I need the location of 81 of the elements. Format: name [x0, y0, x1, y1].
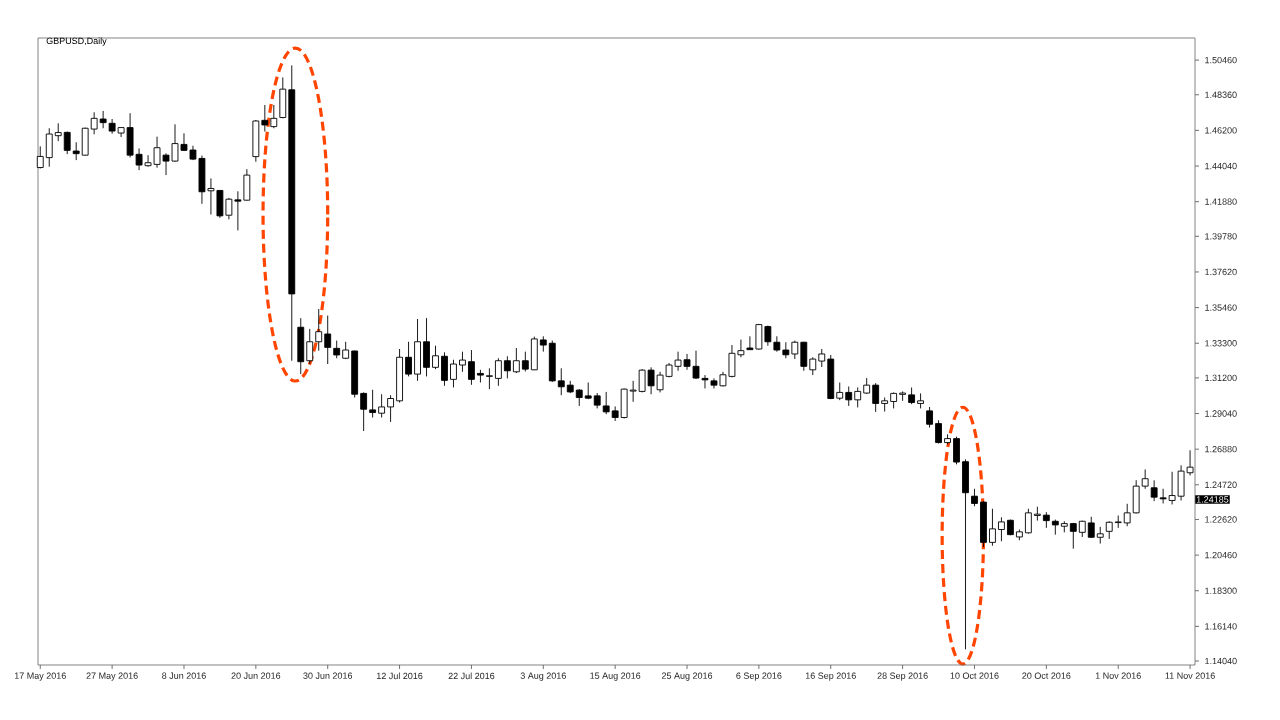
- x-tick-label: 15 Aug 2016: [590, 672, 641, 681]
- y-tick-label: 1.16140: [1205, 623, 1237, 630]
- x-tick-label: 10 Oct 2016: [950, 672, 999, 679]
- x-tick-label: 17 May 2016: [14, 672, 66, 681]
- y-tick-label: 1.44040: [1205, 162, 1237, 170]
- y-tick-label: 1.50460: [1205, 56, 1237, 64]
- candlestick: [512, 347, 520, 374]
- x-tick-label: 11 Nov 2016: [1165, 672, 1215, 679]
- x-tick-label: 20 Oct 2016: [1022, 672, 1071, 679]
- x-tick-label: 25 Aug 2016: [661, 672, 713, 681]
- x-tick-label: 22 Jul 2016: [448, 672, 495, 680]
- candlestick: [99, 110, 107, 129]
- candlestick: [1150, 479, 1158, 502]
- y-tick-label: 1.14040: [1205, 657, 1237, 665]
- candlestick: [503, 355, 511, 379]
- candlestick: [494, 357, 502, 387]
- x-tick-label: 20 Jun 2016: [231, 672, 281, 679]
- candlestick: [1024, 508, 1032, 535]
- candlestick: [872, 382, 880, 413]
- candlestick: [306, 328, 314, 365]
- x-tick-label: 3 Aug 2016: [520, 672, 566, 681]
- x-tick-label: 28 Sep 2016: [877, 672, 928, 681]
- candlestick: [432, 345, 439, 370]
- candlestick: [315, 308, 323, 352]
- candlestick: [90, 111, 98, 135]
- y-tick-label: 1.48360: [1205, 91, 1237, 98]
- candlestick: [485, 367, 493, 390]
- candlestick: [953, 436, 960, 465]
- y-tick-label: 1.20460: [1205, 551, 1237, 559]
- y-tick-label: 1.31200: [1205, 374, 1237, 382]
- candlestick: [602, 391, 610, 415]
- y-tick-label: 1.29040: [1205, 410, 1237, 417]
- candlestick: [378, 393, 386, 418]
- x-tick-label: 16 Sep 2016: [805, 672, 856, 681]
- candlestick: [387, 394, 395, 423]
- candlestick: [369, 389, 377, 418]
- candlestick: [324, 315, 332, 365]
- candlestick: [477, 369, 484, 383]
- y-tick-label: 1.37620: [1205, 268, 1237, 276]
- y-tick-label: 1.39780: [1205, 233, 1237, 240]
- candlestick: [1033, 506, 1041, 522]
- candlestick: [459, 351, 466, 373]
- y-tick-label: 1.26880: [1205, 445, 1237, 453]
- candlestick: [450, 359, 457, 388]
- candlestick: [468, 349, 475, 386]
- y-tick-label: 1.33300: [1205, 340, 1237, 347]
- y-tick-label: 1.24720: [1205, 481, 1237, 488]
- y-tick-label: 1.46200: [1205, 127, 1237, 134]
- x-tick-label: 8 Jun 2016: [162, 672, 206, 679]
- candlestick: [845, 386, 853, 407]
- y-tick-label: 1.41880: [1205, 198, 1237, 205]
- candlestick: [989, 508, 996, 547]
- candlestick: [1087, 516, 1095, 539]
- candlestick: [1114, 515, 1122, 529]
- y-tick-label: 1.18300: [1205, 587, 1237, 594]
- candlestick: [1141, 469, 1149, 490]
- candlestick: [1123, 503, 1131, 527]
- x-tick-label: 1 Nov 2016: [1095, 672, 1141, 679]
- x-tick-label: 30 Jun 2016: [303, 672, 353, 679]
- candlestick: [935, 419, 942, 445]
- candlestick: [521, 351, 529, 372]
- candlestick: [36, 145, 44, 169]
- candlestick: [998, 516, 1005, 542]
- chart-title: GBPUSD,Daily: [46, 37, 107, 46]
- candlestick: [791, 340, 799, 360]
- x-tick-label: 12 Jul 2016: [377, 672, 423, 680]
- candlestick: [773, 335, 781, 353]
- candlestick: [854, 387, 862, 408]
- candlestick: [45, 127, 53, 168]
- candlestick: [926, 406, 933, 428]
- candlestick: [1069, 522, 1077, 550]
- y-tick-label: 1.35460: [1205, 304, 1237, 311]
- candlestick: [557, 367, 565, 396]
- candlestick: [405, 341, 412, 377]
- candlestick: [270, 104, 278, 129]
- text: 1.24185: [1196, 496, 1229, 503]
- candlestick: [261, 104, 269, 132]
- y-tick-label: 1.22620: [1205, 516, 1237, 523]
- x-tick-label: 6 Sep 2016: [736, 672, 782, 681]
- candlestick: [360, 391, 368, 432]
- x-tick-label: 27 May 2016: [86, 672, 138, 681]
